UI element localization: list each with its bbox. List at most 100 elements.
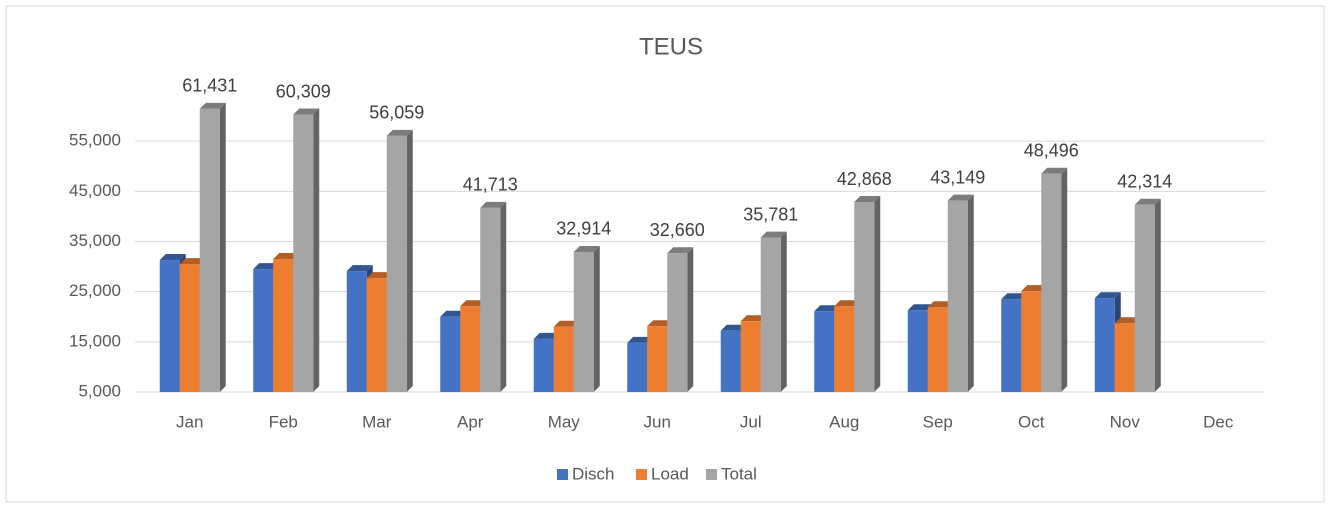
bar-top [834,300,861,307]
bar [720,330,741,392]
bar-side [500,201,507,392]
bar [854,202,875,392]
bar [667,253,688,392]
bar [814,311,835,392]
bar-top [1021,285,1048,292]
bar-top [814,305,841,312]
bar-top [179,258,206,265]
bar-top [927,301,954,308]
bar [460,306,481,392]
bar-top [1001,293,1028,300]
y-tick-label: 5,000 [78,381,121,400]
bar-top [553,320,580,327]
legend-swatch [706,469,717,480]
bar [553,326,574,392]
y-tick-label: 15,000 [69,331,121,350]
bar [834,306,855,392]
legend-label: Load [651,464,689,483]
bar-top [1134,198,1161,205]
bar-top [460,300,487,307]
data-label: 42,314 [1117,172,1172,192]
bar-top [627,336,654,343]
bar-side [874,196,881,392]
bar-side [1061,167,1068,392]
legend-label: Disch [572,464,615,483]
bar [1134,204,1155,392]
bar-top [293,108,320,115]
data-label: 35,781 [743,204,798,224]
data-label: 48,496 [1024,141,1079,161]
bar [179,264,200,392]
bar [273,259,294,392]
y-tick-label: 45,000 [69,181,121,200]
data-label: 32,660 [650,220,705,240]
data-label: 42,868 [837,169,892,189]
bar-top [573,245,600,252]
x-tick-label: Feb [269,412,298,431]
x-tick-label: May [548,412,581,431]
x-tick-label: Nov [1110,412,1141,431]
bar [1041,173,1062,392]
bar-top [1114,317,1141,324]
x-tick-label: Jan [176,412,203,431]
bar [947,200,968,392]
bar-top [533,332,560,339]
data-label: 56,059 [369,103,424,123]
y-tick-label: 55,000 [69,131,121,150]
data-label: 60,309 [276,81,331,101]
bar [386,135,407,393]
bar-side [406,129,413,393]
bar-top [760,231,787,238]
bar-top [273,253,300,260]
bar [927,307,948,392]
bar [199,108,220,392]
bar-top [440,310,467,317]
bar-side [687,247,694,392]
bar [907,310,928,392]
bar-top [720,324,747,331]
bar [647,326,668,392]
bar [1094,298,1115,392]
y-tick-label: 35,000 [69,231,121,250]
bar-top [947,194,974,201]
x-tick-label: Dec [1203,412,1234,431]
bar [740,321,761,392]
bar-top [386,129,413,136]
bar-side [1154,198,1161,392]
bar [573,251,594,392]
data-label: 41,713 [463,175,518,195]
bar-side [967,194,974,392]
bar [760,237,781,392]
bar-top [346,265,373,272]
bar [533,338,554,392]
x-tick-label: Mar [362,412,392,431]
bar [440,316,461,392]
legend-swatch [557,469,568,480]
bar-top [480,201,507,208]
x-tick-label: Jun [644,412,671,431]
bar [1021,291,1042,392]
bar-top [854,196,881,203]
bar [627,342,648,392]
data-label: 43,149 [930,167,985,187]
bar-top [740,315,767,322]
bar-top [199,102,226,109]
bar-top [907,304,934,311]
bar [293,114,314,393]
y-tick-label: 25,000 [69,281,121,300]
x-tick-label: Aug [829,412,859,431]
bar-side [780,231,787,392]
bar-side [313,108,320,393]
bar-top [647,320,674,327]
legend-swatch [636,469,647,480]
bar [480,207,501,392]
bar [366,278,387,392]
bar-top [1041,167,1068,174]
bar-side [593,245,600,392]
bar [346,271,367,392]
bar-top [667,247,694,254]
x-tick-label: Oct [1018,412,1045,431]
x-tick-label: Sep [923,412,953,431]
